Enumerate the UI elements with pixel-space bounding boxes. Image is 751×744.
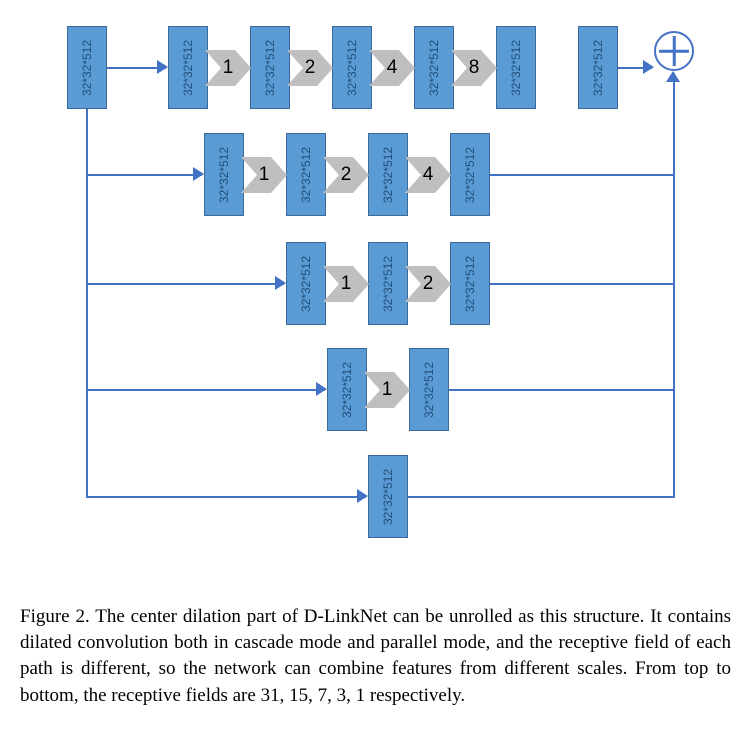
block-label: 32*32*512 [381,255,395,311]
block-label: 32*32*512 [340,361,354,417]
connector-line [490,174,675,176]
dilation-chevron: 1 [364,372,410,408]
dilation-rate-label: 1 [382,379,393,401]
connector-line [87,389,325,391]
dilation-rate-label: 4 [387,57,398,79]
conv-block-row3-0: 32*32*512 [327,348,367,431]
dilation-rate-label: 4 [423,164,434,186]
conv-block-row0-1: 32*32*512 [250,26,290,109]
conv-block-row4-0: 32*32*512 [368,455,408,538]
connector-line [408,496,675,498]
conv-block-row0-3: 32*32*512 [414,26,454,109]
conv-block-row0-2: 32*32*512 [332,26,372,109]
arrowhead-right-icon [316,382,327,396]
block-label: 32*32*512 [345,39,359,95]
dilation-rate-label: 8 [469,57,480,79]
connector-line [449,389,675,391]
arrowhead-right-icon [157,60,168,74]
connector-line [86,109,88,498]
dilation-rate-label: 1 [341,273,352,295]
conv-block-row2-1: 32*32*512 [368,242,408,325]
dilation-chevron: 4 [369,50,415,86]
arrowhead-up-icon [666,71,680,82]
sum-node [654,31,694,71]
dilation-rate-label: 1 [259,164,270,186]
conv-block-row3-1: 32*32*512 [409,348,449,431]
dilation-rate-label: 2 [305,57,316,79]
dilation-chevron: 2 [405,266,451,302]
input-block: 32*32*512 [67,26,107,109]
dilation-chevron: 2 [287,50,333,86]
figure-caption: Figure 2. The center dilation part of D-… [20,604,731,709]
arrowhead-right-icon [643,60,654,74]
arrowhead-right-icon [275,276,286,290]
arrowhead-right-icon [357,489,368,503]
dilation-chevron: 2 [323,157,369,193]
block-label: 32*32*512 [463,255,477,311]
conv-block-row1-1: 32*32*512 [286,133,326,216]
conv-block-row2-0: 32*32*512 [286,242,326,325]
arrowhead-right-icon [193,167,204,181]
connector-line [87,174,202,176]
dilation-rate-label: 2 [341,164,352,186]
block-label: 32*32*512 [509,39,523,95]
dilation-chevron: 1 [241,157,287,193]
block-label: 32*32*512 [299,146,313,202]
dilation-chevron: 1 [323,266,369,302]
block-label: 32*32*512 [422,361,436,417]
block-label: 32*32*512 [181,39,195,95]
dilation-rate-label: 1 [223,57,234,79]
connector-line [490,283,675,285]
dilation-chevron: 8 [451,50,497,86]
block-label: 32*32*512 [217,146,231,202]
dilation-rate-label: 2 [423,273,434,295]
block-label: 32*32*512 [381,146,395,202]
conv-block-row0-4: 32*32*512 [496,26,536,109]
block-label: 32*32*512 [263,39,277,95]
block-label: 32*32*512 [299,255,313,311]
dilation-chevron: 1 [205,50,251,86]
conv-block-row0-5: 32*32*512 [578,26,618,109]
connector-line [87,496,366,498]
conv-block-row1-0: 32*32*512 [204,133,244,216]
connector-line [87,283,284,285]
block-label: 32*32*512 [80,39,94,95]
block-label: 32*32*512 [427,39,441,95]
block-label: 32*32*512 [381,468,395,524]
block-label: 32*32*512 [591,39,605,95]
conv-block-row1-3: 32*32*512 [450,133,490,216]
block-label: 32*32*512 [463,146,477,202]
connector-line [673,73,675,498]
conv-block-row0-0: 32*32*512 [168,26,208,109]
conv-block-row2-2: 32*32*512 [450,242,490,325]
diagram-area: 32*32*512 32*32*512 32*32*512 32*32*512 32*3… [0,0,751,600]
conv-block-row1-2: 32*32*512 [368,133,408,216]
dilation-chevron: 4 [405,157,451,193]
